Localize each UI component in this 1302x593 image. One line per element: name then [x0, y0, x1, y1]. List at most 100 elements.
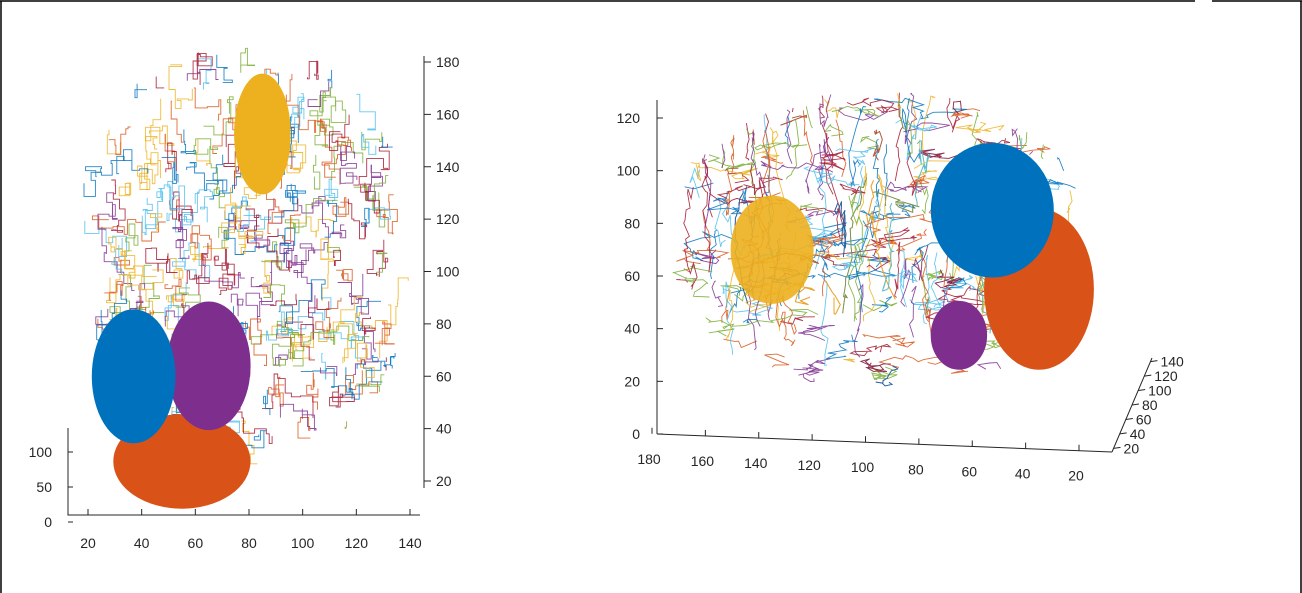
streamline [268, 376, 285, 407]
streamline [862, 299, 898, 312]
streamline [267, 228, 291, 273]
streamline [278, 279, 326, 325]
streamline [849, 343, 892, 357]
streamline [711, 280, 724, 307]
streamline [709, 229, 718, 280]
streamline [372, 354, 395, 368]
streamline [353, 358, 379, 376]
streamline [193, 138, 219, 155]
streamline [300, 259, 316, 314]
streamline [855, 165, 868, 226]
streamline [360, 182, 380, 214]
streamline [695, 249, 720, 265]
streamline [186, 162, 219, 191]
streamline [716, 176, 783, 199]
streamline [198, 189, 213, 223]
streamline [913, 170, 943, 182]
x-tick-label: 140 [744, 455, 768, 471]
streamline [113, 257, 130, 274]
streamline [332, 197, 350, 217]
x-tick-label: 80 [908, 461, 924, 477]
y-tick-label: 40 [436, 421, 452, 437]
blue-region [91, 309, 176, 444]
streamline [357, 342, 375, 378]
streamline [806, 233, 847, 253]
streamline [356, 93, 377, 131]
streamline [223, 210, 278, 255]
streamline [754, 141, 808, 151]
y-tick [1131, 403, 1140, 406]
streamline [337, 273, 370, 315]
streamline [761, 154, 784, 164]
streamline [312, 155, 321, 190]
streamline [857, 255, 892, 271]
streamline [265, 328, 277, 341]
streamline [831, 105, 881, 117]
streamline [137, 165, 149, 190]
streamline [714, 191, 728, 248]
y-tick-label: 100 [1148, 383, 1172, 399]
streamline [169, 257, 184, 279]
streamline [319, 87, 331, 113]
streamline [273, 192, 295, 218]
streamline [780, 316, 815, 325]
streamline [266, 191, 284, 235]
streamline [746, 128, 754, 135]
y-tick [1113, 446, 1121, 449]
streamline [823, 139, 834, 163]
streamline [297, 297, 332, 333]
streamline [341, 361, 382, 400]
streamline [925, 270, 945, 281]
purple-region [930, 300, 988, 370]
streamline [120, 250, 136, 279]
streamline [306, 60, 319, 80]
streamline [952, 100, 962, 115]
streamline [1029, 150, 1034, 155]
streamline [279, 240, 297, 268]
streamline [218, 263, 241, 295]
streamline [723, 152, 735, 216]
streamline [332, 297, 363, 334]
streamline [922, 254, 931, 325]
streamline [374, 321, 395, 346]
streamline [240, 47, 256, 73]
streamline [873, 97, 967, 120]
streamline [331, 224, 347, 239]
streamline [324, 140, 346, 178]
streamline [832, 253, 867, 271]
streamline [898, 249, 907, 308]
streamline [683, 231, 737, 262]
streamline [870, 227, 917, 248]
streamline [263, 389, 271, 416]
streamline [873, 174, 885, 236]
streamline [897, 100, 913, 156]
streamline [820, 245, 831, 278]
streamline [356, 374, 385, 386]
streamline [221, 187, 238, 234]
yellow-region [234, 73, 291, 195]
x-tick-label: 100 [291, 535, 315, 551]
streamline [722, 281, 734, 355]
x-tick-label: 100 [851, 459, 875, 475]
streamline [284, 198, 338, 234]
streamline [907, 174, 930, 189]
streamline [186, 270, 210, 295]
streamline [802, 110, 814, 165]
streamline [315, 297, 342, 338]
streamline [842, 177, 868, 314]
streamline [218, 226, 229, 249]
streamline [764, 113, 769, 134]
streamline [819, 94, 832, 127]
streamline [347, 198, 368, 240]
streamline [793, 363, 814, 371]
z-tick-label: 50 [36, 479, 52, 495]
streamline [168, 64, 193, 109]
streamline [144, 98, 175, 146]
y-tick [1144, 374, 1152, 377]
streamline [108, 126, 131, 156]
streamline [155, 76, 165, 89]
streamline [805, 106, 813, 129]
streamline [361, 131, 383, 151]
streamline [165, 142, 177, 173]
